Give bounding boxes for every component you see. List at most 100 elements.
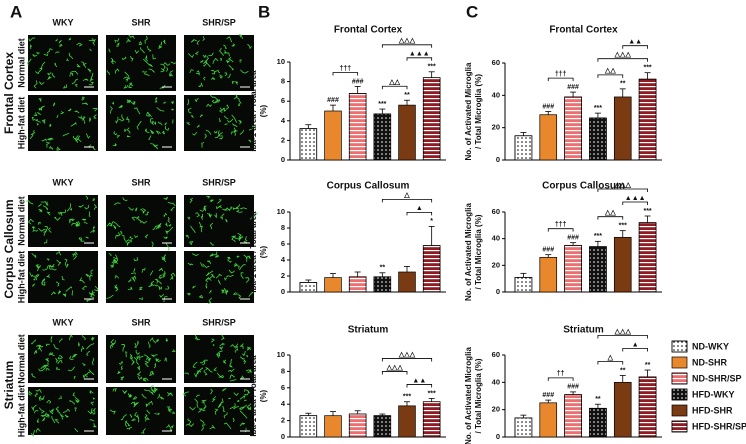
error-bar [619,230,626,238]
chart-title: Frontal Cortex [549,25,618,36]
significance-mark: ### [567,384,579,391]
comparison-bracket [597,216,624,220]
error-bar [379,272,386,277]
legend-swatch [671,356,688,369]
bar-pattern [564,394,582,438]
comparison-label: △△ [604,68,616,75]
comparison-bracket [381,85,408,90]
y-tick-label: 20 [492,260,500,269]
y-axis-label: Iba-1 area / Total area [249,70,258,152]
y-tick-label: 40 [492,234,500,243]
microglia-signal [185,94,255,148]
panel-label: A [10,2,22,21]
error-bar [570,391,577,395]
bar [398,271,416,293]
bar [324,110,342,161]
significance-mark: *** [594,233,602,240]
microglia-signal [110,97,174,150]
comparison-label: △ [403,192,410,199]
diet-label: High-fat diet [16,385,26,438]
column-label: WKY [53,317,74,327]
bar-pattern [422,245,441,293]
microglia-signal [106,253,176,303]
significance-mark: ** [404,92,410,99]
comparison-bracket [381,44,433,48]
comparison-label: ▲▲▲ [409,51,430,58]
significance-mark: ** [620,367,626,374]
error-bar [594,112,601,118]
error-bar [570,91,577,97]
y-tick-label: 0 [281,155,285,164]
bar-pattern [299,128,318,161]
comparison-bracket [597,58,648,62]
microglia-signal [28,388,97,437]
error-bar [545,254,552,258]
y-tick-label: 60 [492,350,500,359]
legend-label: HFD-SHR/SP [692,421,746,431]
error-bar [428,71,435,78]
diet-label: Normal diet [16,196,26,246]
comparison-label: ▲ [416,205,423,212]
comparison-label: ††† [339,65,351,72]
comparison-bracket [622,45,648,49]
comparison-bracket [547,377,574,381]
error-bar [520,272,527,278]
micrograph [106,335,176,383]
y-tick-label: 20 [492,405,500,414]
significance-mark: ** [595,396,601,403]
bar [539,402,558,438]
bar-pattern [299,415,318,438]
error-bar [330,104,336,111]
legend-swatch-pattern [671,420,688,433]
micrograph [184,195,254,247]
error-bar [354,410,361,415]
bar [324,415,342,438]
comparison-bracket [547,77,574,82]
microglia-signal [188,33,252,88]
significance-mark: ** [380,265,386,272]
significance-mark: *** [403,394,411,401]
legend-swatch-pattern [671,372,688,385]
column-label: WKY [53,17,74,27]
significance-mark: ** [645,362,651,369]
bar-pattern [422,77,441,161]
comparison-bracket [406,212,433,216]
bar-pattern [564,96,582,161]
significance-mark: ### [567,235,579,242]
comparison-bracket [547,228,574,232]
legend-label: ND-WKY [692,341,729,351]
y-tick-label: 40 [492,377,500,386]
microglia-signal [29,96,98,151]
bar-pattern [373,415,392,438]
legend-label: ND-SHR [692,357,727,367]
error-bar [594,403,601,409]
error-bar [404,99,410,106]
y-tick-label: 60 [492,58,500,67]
significance-mark: ### [542,247,554,254]
y-axis-label: / Total Microglia (%) [474,214,483,289]
error-bar [379,108,386,114]
microglia-signal [29,250,99,303]
error-bar [330,411,336,416]
microglia-signal [109,337,176,382]
comparison-bracket [597,74,624,78]
comparison-label: △△ [604,210,616,217]
bar-pattern [348,413,367,438]
comparison-label: △△△ [614,182,632,189]
microglia-signal [106,196,176,251]
comparison-bracket [406,384,433,388]
bar-pattern [299,282,318,293]
diet-label: High-fat diet [16,251,26,304]
y-tick-label: 0 [281,287,285,296]
region-label: Striatum [2,361,16,410]
bar-pattern [348,276,367,293]
comparison-label: △△△ [386,364,404,371]
comparison-bracket [597,361,624,365]
y-tick-label: 0 [281,432,285,441]
y-axis-label: No. of Activated Microglia [464,62,473,160]
comparison-label: △△△ [398,38,416,45]
significance-mark: ### [567,84,579,91]
significance-mark: * [430,218,433,225]
comparison-bracket [597,335,648,339]
